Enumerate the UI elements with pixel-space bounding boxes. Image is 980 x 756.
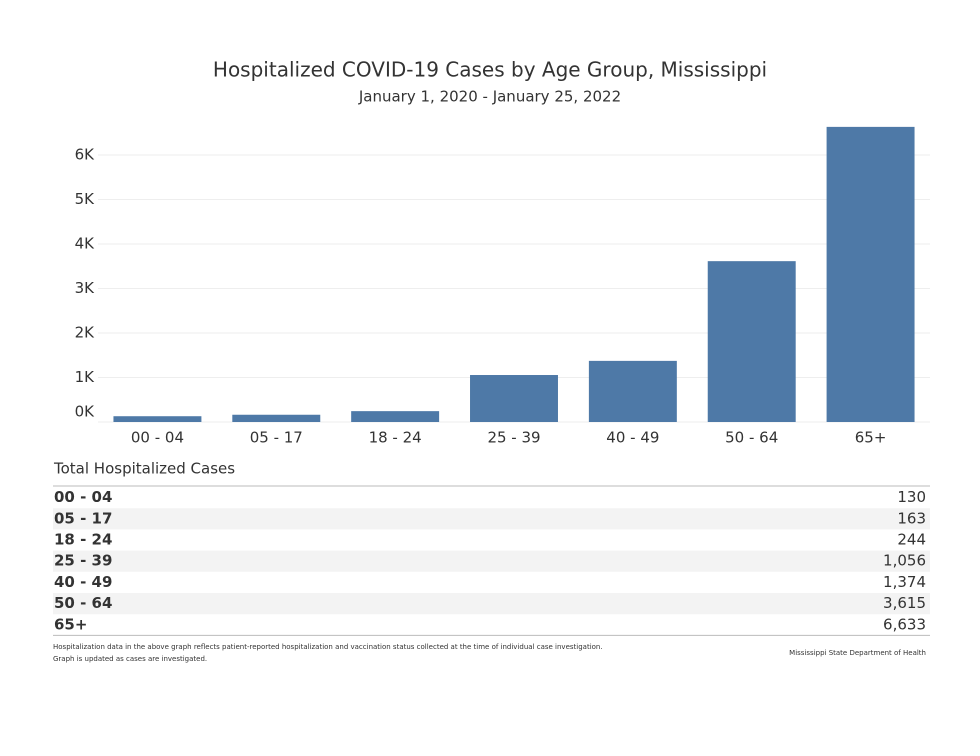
chart-subtitle: January 1, 2020 - January 25, 2022 (358, 88, 621, 106)
row-label: 05 - 17 (54, 509, 112, 527)
row-value: 130 (897, 488, 926, 506)
x-tick-label: 50 - 64 (725, 429, 778, 447)
row-shade (53, 593, 930, 615)
x-tick-label: 00 - 04 (131, 429, 184, 447)
bar (232, 414, 321, 422)
row-label: 50 - 64 (54, 594, 112, 612)
row-label: 00 - 04 (54, 488, 112, 506)
row-label: 40 - 49 (54, 573, 112, 591)
row-value: 244 (897, 531, 926, 549)
x-tick-label: 40 - 49 (606, 429, 659, 447)
row-value: 1,056 (883, 552, 926, 570)
y-tick-label: 4K (75, 235, 96, 253)
row-value: 1,374 (883, 573, 926, 591)
footnote: Graph is updated as cases are investigat… (53, 655, 207, 663)
x-tick-label: 65+ (855, 429, 887, 447)
x-tick-label: 05 - 17 (250, 429, 303, 447)
bar (707, 261, 796, 422)
row-shade (53, 550, 930, 572)
row-value: 3,615 (883, 594, 926, 612)
y-tick-label: 5K (75, 190, 96, 208)
row-label: 25 - 39 (54, 552, 112, 570)
x-tick-label: 18 - 24 (369, 429, 422, 447)
y-tick-label: 6K (75, 146, 96, 164)
row-value: 6,633 (883, 615, 926, 633)
bar (588, 360, 677, 422)
x-tick-label: 25 - 39 (487, 429, 540, 447)
y-tick-label: 3K (75, 279, 96, 297)
y-tick-label: 0K (75, 403, 96, 421)
row-label: 65+ (54, 615, 87, 633)
table-title: Total Hospitalized Cases (53, 460, 235, 478)
bar (351, 411, 440, 422)
footnote: Hospitalization data in the above graph … (53, 643, 603, 651)
bar (826, 126, 915, 422)
row-shade (53, 508, 930, 530)
chart-title: Hospitalized COVID-19 Cases by Age Group… (213, 58, 767, 82)
y-tick-label: 1K (75, 368, 96, 386)
row-label: 18 - 24 (54, 531, 112, 549)
row-value: 163 (897, 509, 926, 527)
source: Mississippi State Department of Health (789, 649, 926, 657)
bar (470, 375, 558, 422)
y-tick-label: 2K (75, 324, 96, 342)
bar (113, 416, 202, 422)
